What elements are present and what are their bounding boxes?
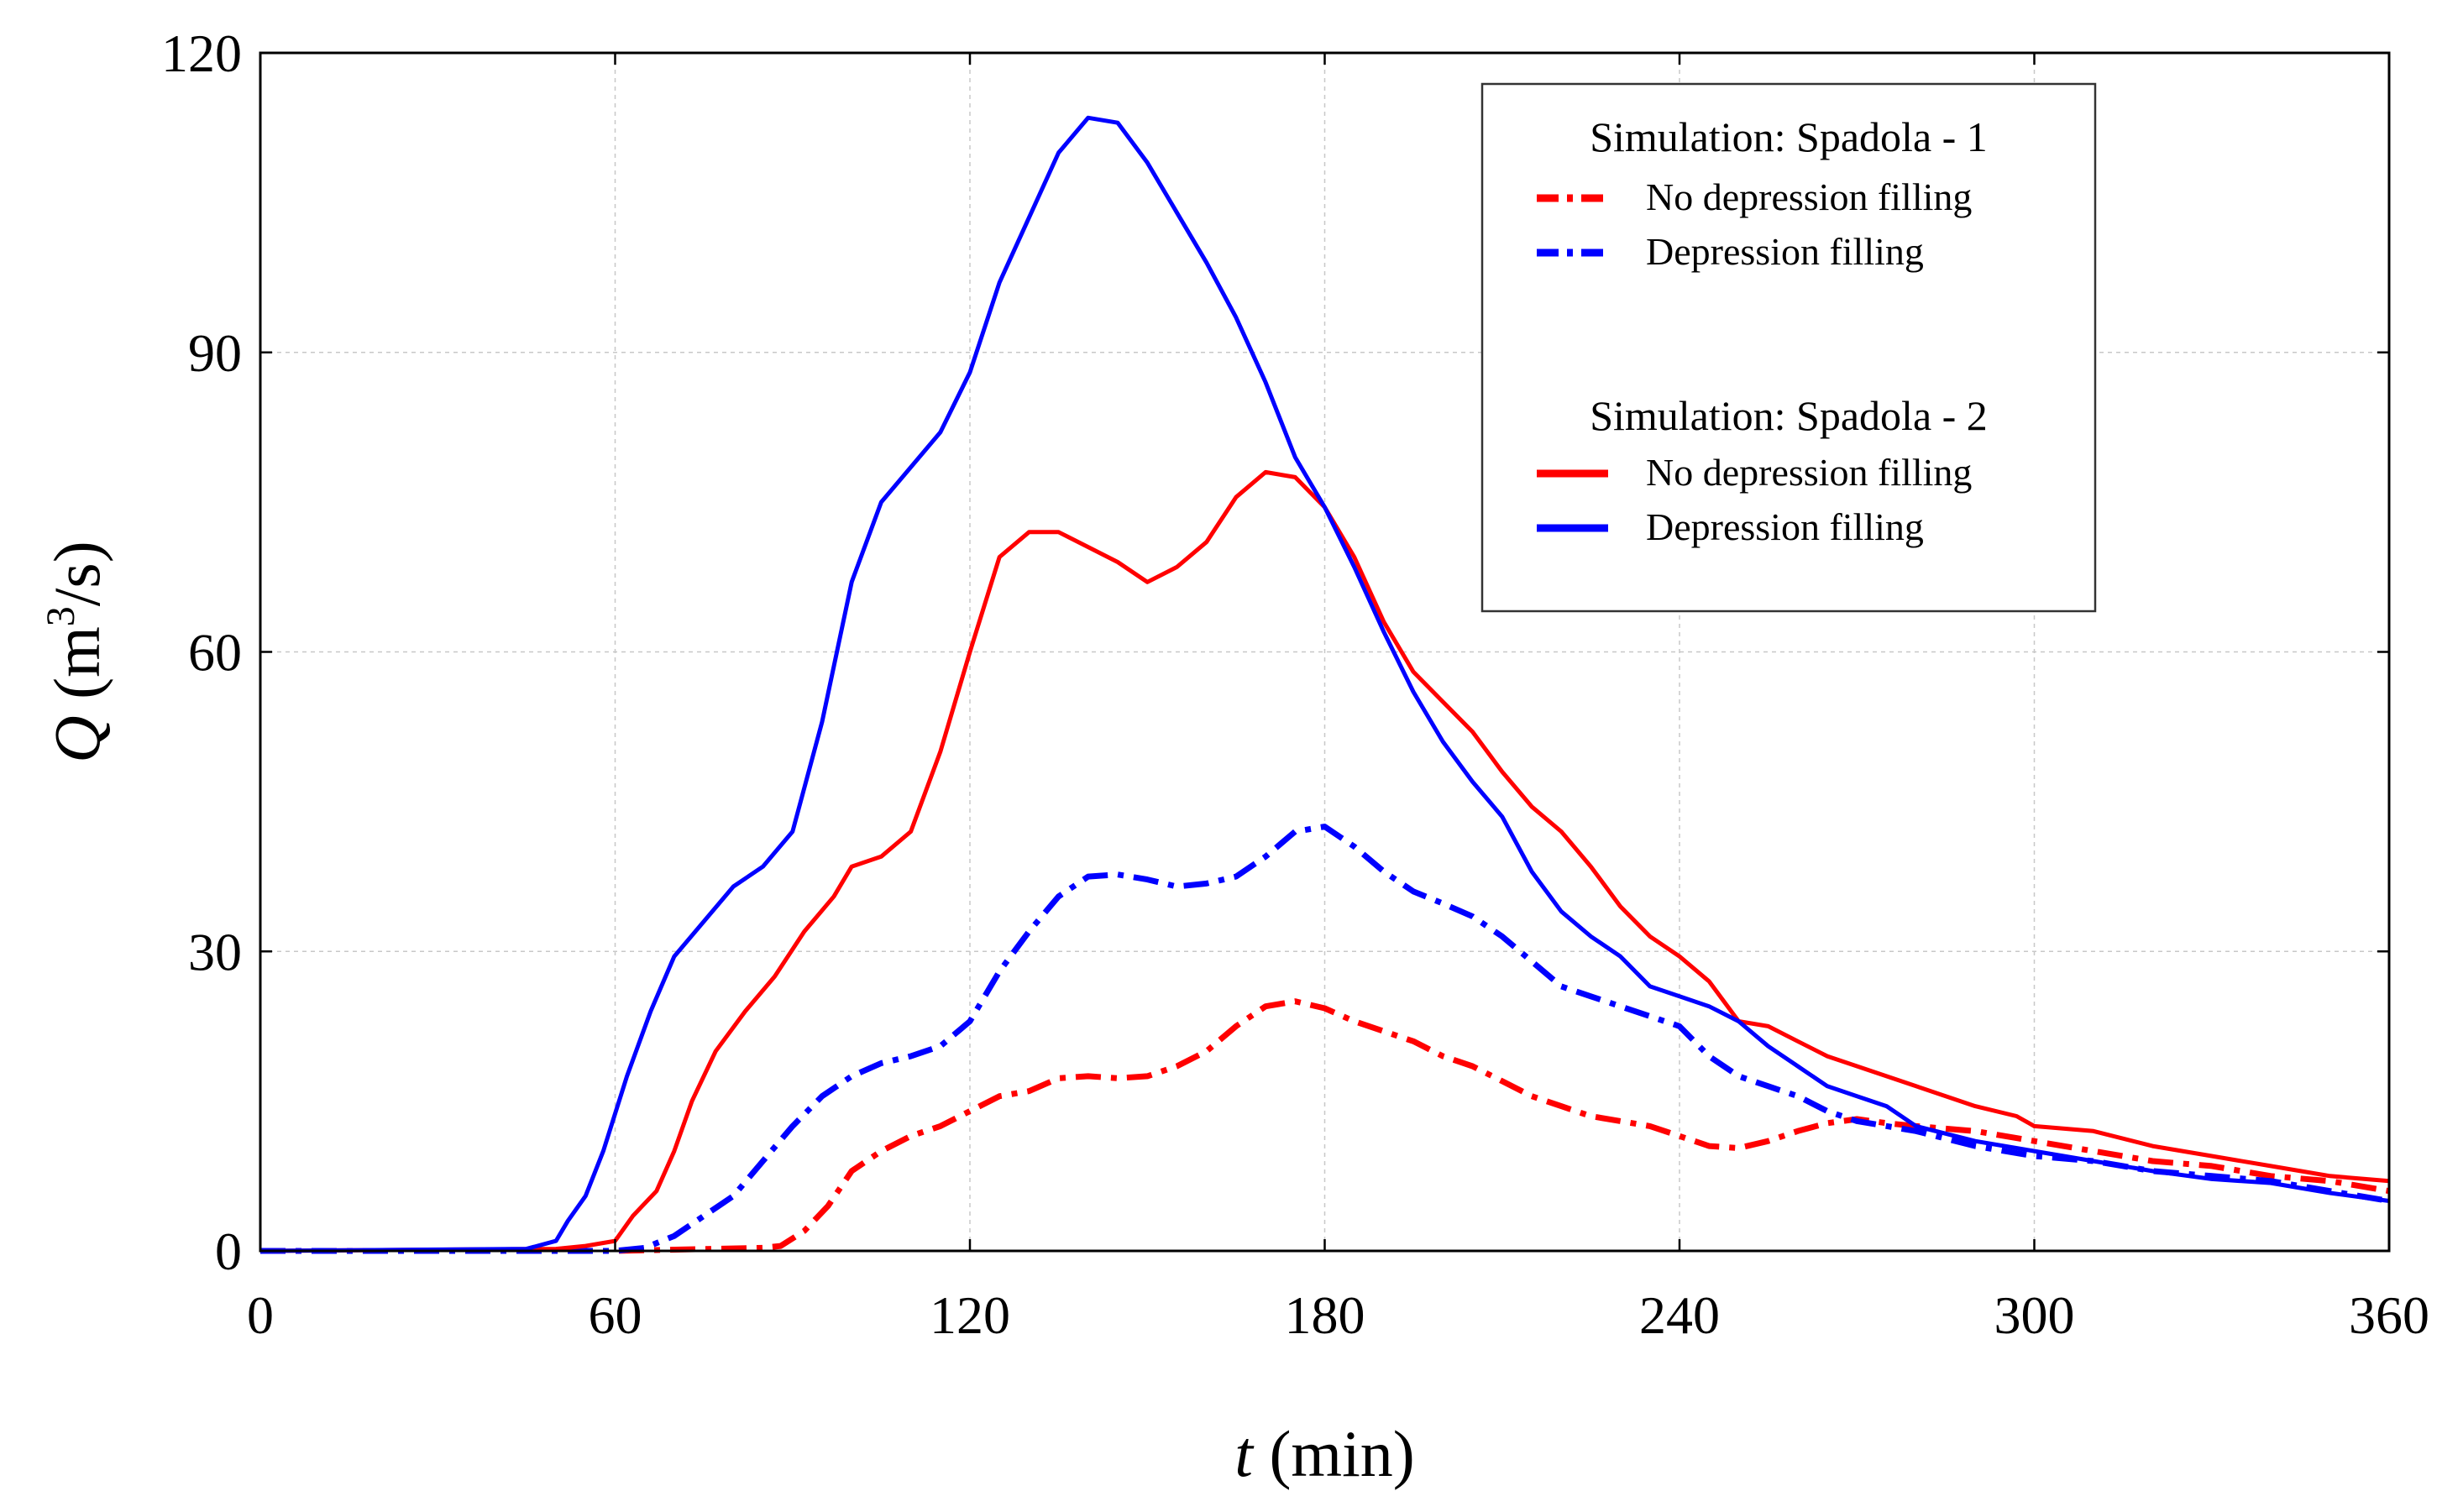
y-tick-label: 60 [188, 623, 242, 683]
series-lines [259, 115, 2390, 1254]
y-tick-label: 90 [188, 323, 242, 383]
y-tick-label: 30 [188, 922, 242, 981]
x-tick-label: 240 [1639, 1285, 1720, 1345]
legend-label-spadola2-no-depression: No depression filling [1646, 451, 1972, 494]
x-tick-label: 120 [930, 1285, 1010, 1345]
series-line-0 [260, 998, 2390, 1254]
x-tick-label: 0 [247, 1285, 274, 1345]
legend: Simulation: Spadola - 1 No depression fi… [1480, 82, 2097, 613]
series-line-1 [260, 824, 2390, 1254]
legend-group-title-2: Simulation: Spadola - 2 [1590, 392, 1988, 439]
y-tick-label: 0 [215, 1222, 242, 1281]
legend-box [1480, 82, 2097, 613]
y-axis-title: Q (m3/s) [39, 541, 113, 763]
x-axis-title: t (min) [1234, 1417, 1414, 1490]
series-line-3 [259, 115, 2390, 1253]
x-tick-label: 180 [1285, 1285, 1365, 1345]
legend-label-spadola1-depression: Depression filling [1646, 230, 1924, 273]
x-tick-label: 360 [2349, 1285, 2429, 1345]
axis-ticks: 0 60 120 180 240 300 360 0 30 60 90 120 [161, 24, 2429, 1345]
y-tick-label: 120 [161, 24, 242, 83]
legend-label-spadola1-no-depression: No depression filling [1646, 175, 1972, 218]
x-tick-label: 300 [1994, 1285, 2075, 1345]
series-line-2 [259, 469, 2390, 1253]
legend-label-spadola2-depression: Depression filling [1646, 505, 1924, 548]
legend-group-title-1: Simulation: Spadola - 1 [1590, 113, 1988, 160]
x-tick-label: 60 [589, 1285, 642, 1345]
